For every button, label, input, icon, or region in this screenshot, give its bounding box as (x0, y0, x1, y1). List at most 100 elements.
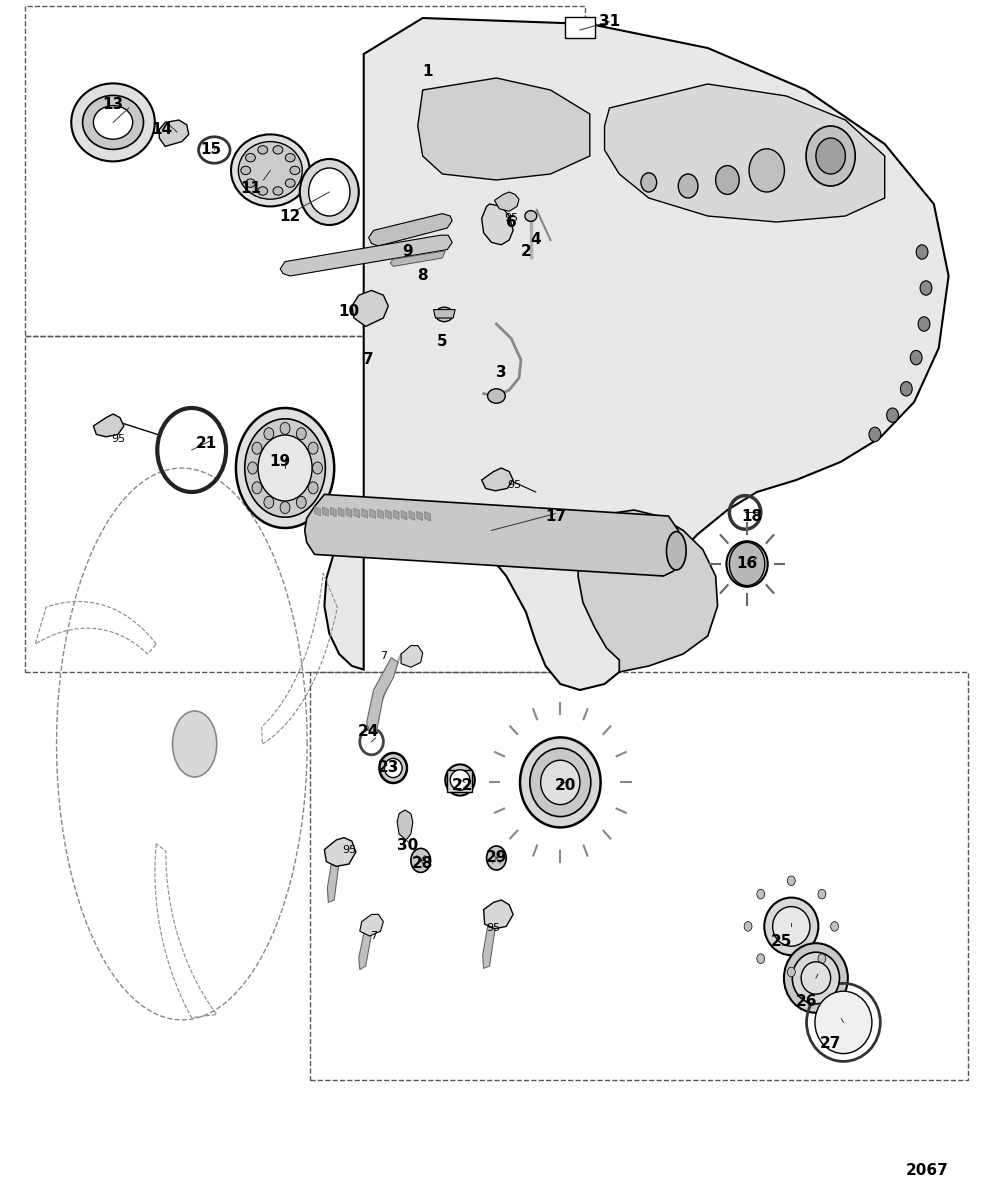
Ellipse shape (241, 166, 251, 175)
Ellipse shape (801, 962, 831, 994)
Polygon shape (401, 646, 423, 667)
Polygon shape (482, 468, 513, 491)
Polygon shape (346, 508, 352, 517)
Text: 95: 95 (504, 214, 518, 223)
Ellipse shape (280, 502, 290, 514)
Circle shape (818, 889, 826, 899)
Text: 20: 20 (554, 779, 576, 793)
Text: 23: 23 (377, 761, 399, 775)
Ellipse shape (384, 758, 402, 778)
Ellipse shape (258, 187, 267, 196)
Circle shape (757, 954, 765, 964)
Polygon shape (418, 78, 590, 180)
Circle shape (887, 408, 898, 422)
Circle shape (678, 174, 698, 198)
Ellipse shape (165, 416, 218, 482)
Text: 22: 22 (451, 779, 473, 793)
Text: 12: 12 (279, 209, 301, 223)
Polygon shape (305, 494, 683, 576)
Text: 15: 15 (201, 143, 222, 157)
Bar (565, 17, 595, 38)
Polygon shape (447, 770, 472, 792)
Ellipse shape (313, 462, 322, 474)
Text: 13: 13 (102, 97, 124, 112)
Circle shape (411, 848, 431, 872)
Text: 25: 25 (771, 935, 792, 949)
Polygon shape (360, 914, 383, 936)
Ellipse shape (445, 764, 475, 796)
Polygon shape (370, 509, 376, 518)
Circle shape (757, 889, 765, 899)
Text: 19: 19 (269, 455, 291, 469)
Ellipse shape (309, 443, 318, 454)
Text: 30: 30 (397, 839, 419, 853)
Ellipse shape (530, 749, 591, 816)
Ellipse shape (172, 710, 216, 778)
Circle shape (787, 967, 795, 977)
Text: 14: 14 (151, 122, 173, 137)
Polygon shape (93, 414, 124, 437)
Polygon shape (390, 251, 445, 266)
Ellipse shape (280, 422, 290, 434)
Text: 11: 11 (240, 181, 261, 196)
Text: 5: 5 (437, 335, 447, 349)
Ellipse shape (236, 408, 334, 528)
Ellipse shape (252, 443, 261, 454)
Text: 17: 17 (545, 509, 566, 523)
Polygon shape (605, 84, 885, 222)
Ellipse shape (263, 427, 273, 439)
Circle shape (716, 166, 739, 194)
Polygon shape (369, 214, 452, 246)
Text: 3: 3 (496, 365, 506, 379)
Ellipse shape (231, 134, 310, 206)
Ellipse shape (726, 541, 768, 587)
Ellipse shape (309, 168, 350, 216)
Polygon shape (434, 310, 455, 318)
Text: 9: 9 (403, 245, 413, 259)
Polygon shape (354, 508, 360, 517)
Text: 24: 24 (358, 725, 379, 739)
Bar (25, 336, 585, 672)
Text: 27: 27 (820, 1037, 841, 1051)
Circle shape (920, 281, 932, 295)
Ellipse shape (273, 187, 283, 196)
Circle shape (900, 382, 912, 396)
Text: 28: 28 (412, 857, 434, 871)
Text: 7: 7 (370, 931, 377, 941)
Polygon shape (409, 511, 415, 521)
Polygon shape (483, 908, 502, 968)
Polygon shape (324, 18, 949, 690)
Ellipse shape (71, 83, 154, 161)
Polygon shape (482, 204, 513, 245)
Ellipse shape (666, 532, 686, 570)
Polygon shape (352, 290, 388, 326)
Polygon shape (159, 120, 189, 146)
Polygon shape (401, 510, 407, 520)
Ellipse shape (784, 943, 847, 1013)
Polygon shape (417, 511, 423, 521)
Ellipse shape (520, 737, 601, 828)
Text: 95: 95 (342, 845, 356, 854)
Polygon shape (494, 192, 519, 211)
Ellipse shape (93, 106, 133, 139)
Text: 7: 7 (379, 652, 387, 661)
Ellipse shape (258, 145, 267, 154)
Text: 7: 7 (364, 353, 374, 367)
Polygon shape (367, 658, 398, 732)
Text: 29: 29 (486, 851, 507, 865)
Circle shape (818, 954, 826, 964)
Text: 26: 26 (795, 995, 817, 1009)
Polygon shape (578, 510, 718, 672)
Circle shape (749, 149, 784, 192)
Ellipse shape (296, 497, 307, 509)
Text: 16: 16 (736, 557, 758, 571)
Text: 31: 31 (599, 14, 620, 29)
Text: 6: 6 (506, 215, 516, 229)
Ellipse shape (248, 462, 258, 474)
Ellipse shape (765, 898, 818, 955)
Ellipse shape (309, 481, 318, 494)
Text: 18: 18 (741, 509, 763, 523)
Circle shape (487, 846, 506, 870)
Ellipse shape (379, 754, 407, 782)
Polygon shape (397, 810, 413, 840)
